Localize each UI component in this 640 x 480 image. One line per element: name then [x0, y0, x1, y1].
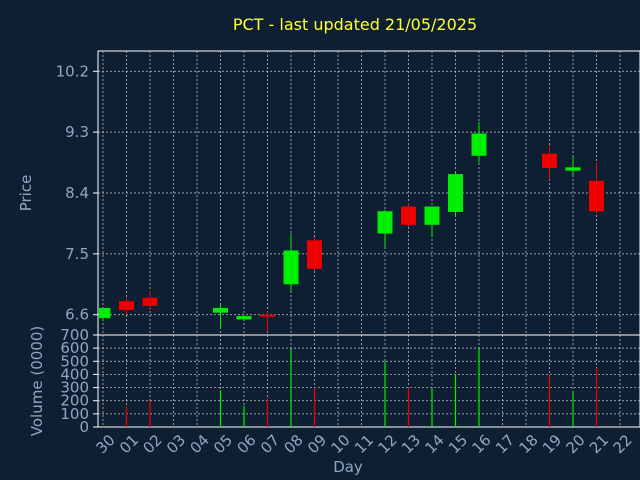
x-tick-label: 03	[163, 431, 189, 457]
candle-body	[589, 180, 604, 212]
x-tick-label: 06	[234, 431, 260, 457]
candle-body	[424, 206, 440, 225]
x-tick-label: 22	[610, 431, 636, 457]
candle-body	[542, 153, 557, 168]
candle-body	[307, 240, 322, 269]
x-tick-label: 05	[210, 431, 236, 457]
x-tick-label: 20	[563, 431, 589, 457]
price-grid	[98, 51, 640, 335]
x-tick-label: 12	[375, 431, 401, 457]
price-axis-label: Price	[17, 175, 35, 212]
volume-tick-label: 700	[60, 326, 89, 344]
candle-body	[142, 297, 158, 306]
volume-tick-label: 600	[60, 339, 89, 357]
x-tick-label: 11	[351, 431, 377, 457]
x-tick-label: 15	[445, 431, 471, 457]
volume-tick-label: 300	[60, 379, 89, 397]
price-tick-label: 7.5	[65, 245, 89, 263]
x-tick-labels: 3001020304050607080910111213141516171819…	[93, 431, 636, 457]
volume-bars	[125, 348, 598, 427]
x-tick-label: 14	[422, 431, 448, 457]
candle-body	[236, 316, 252, 320]
x-tick-label: 17	[492, 431, 518, 457]
candles	[99, 122, 604, 332]
volume-axis-label: Volume (0000)	[28, 326, 46, 436]
price-tick-label: 9.3	[65, 123, 89, 141]
volume-tick-label: 100	[60, 405, 89, 423]
candle-body	[377, 211, 393, 234]
volume-tick-label: 0	[79, 418, 89, 436]
x-tick-label: 30	[93, 431, 119, 457]
price-panel: Price 6.6 7.5 8.4 9.3 10.2	[17, 50, 640, 336]
candle-body	[260, 314, 275, 317]
candle-body	[448, 174, 463, 212]
price-tick-label: 6.6	[65, 306, 89, 324]
volume-grid	[98, 335, 640, 427]
candle-body	[401, 206, 416, 225]
x-tick-label: 07	[257, 431, 283, 457]
price-tick-label: 8.4	[65, 184, 89, 202]
candle-body	[283, 250, 299, 285]
price-tick-labels: 6.6 7.5 8.4 9.3 10.2	[56, 62, 98, 324]
x-tick-label: 19	[539, 431, 565, 457]
candle-body	[213, 307, 228, 313]
volume-tick-label: 200	[60, 392, 89, 410]
x-tick-label: 21	[586, 431, 612, 457]
x-tick-label: 13	[398, 431, 424, 457]
volume-tick-label: 400	[60, 365, 89, 383]
x-tick-label: 08	[281, 431, 307, 457]
volume-tick-label: 500	[60, 352, 89, 370]
x-tick-label: 16	[469, 431, 495, 457]
candle-body	[471, 133, 487, 156]
x-tick-label: 01	[116, 431, 142, 457]
x-tick-label: 02	[140, 431, 166, 457]
candle-body	[119, 301, 134, 310]
candle-body	[99, 307, 111, 319]
candle-body	[565, 167, 581, 171]
chart-title: PCT - last updated 21/05/2025	[233, 15, 477, 34]
x-tick-label: 09	[304, 431, 330, 457]
x-tick-label: 18	[516, 431, 542, 457]
x-tick-label: 04	[187, 431, 213, 457]
x-tick-label: 10	[328, 431, 354, 457]
price-tick-label: 10.2	[56, 62, 89, 80]
x-axis-label: Day	[333, 458, 363, 476]
volume-plot-border	[97, 334, 640, 428]
